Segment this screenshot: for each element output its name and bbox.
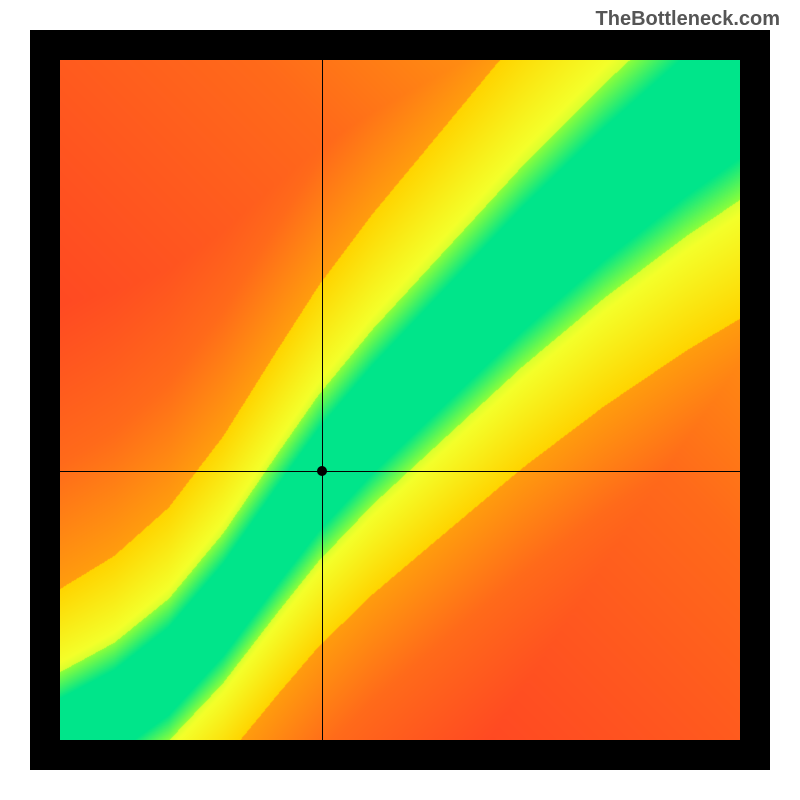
watermark-text: TheBottleneck.com bbox=[596, 8, 780, 31]
chart-frame bbox=[30, 30, 770, 770]
crosshair-overlay bbox=[60, 60, 740, 740]
crosshair-vertical bbox=[322, 60, 323, 740]
crosshair-marker bbox=[317, 466, 327, 476]
crosshair-horizontal bbox=[60, 471, 740, 472]
